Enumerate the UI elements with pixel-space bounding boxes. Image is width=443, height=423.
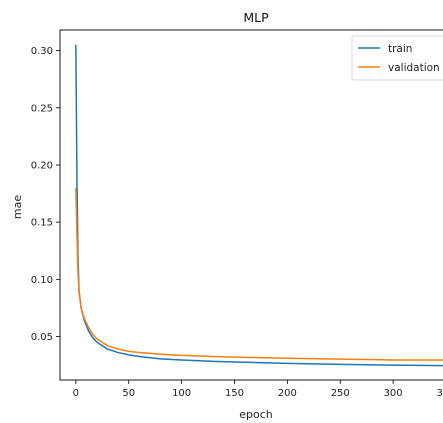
y-tick-label: 0.10 [31,275,53,286]
x-tick-label: 200 [278,388,297,399]
y-axis: 0.05 0.10 0.15 0.20 0.25 0.30 [31,46,60,343]
legend-label-validation: validation [388,62,440,74]
x-tick-label: 0 [73,388,79,399]
x-tick-label: 100 [172,388,191,399]
x-tick-label: 250 [331,388,350,399]
y-tick-label: 0.30 [31,46,53,57]
x-tick-label: 300 [384,388,403,399]
plot-area [59,29,443,381]
y-axis-label: mae [11,195,24,219]
y-tick-label: 0.25 [31,103,53,114]
y-tick-label: 0.20 [31,160,53,171]
x-axis-label: epoch [239,408,273,421]
legend: train validation [351,35,443,81]
series-line-train [75,44,443,367]
legend-box [351,35,443,81]
y-tick-label: 0.15 [31,218,53,229]
chart-title: MLP [243,10,269,25]
x-tick-label: 50 [122,388,135,399]
y-tick-label: 0.05 [31,332,53,343]
series-line-validation [75,187,443,361]
legend-label-train: train [388,43,412,55]
plot-frame [59,29,443,381]
x-tick-label: 350 [436,388,443,399]
x-tick-label: 150 [225,388,244,399]
x-axis: 0 50 100 150 200 250 300 350 [73,380,443,399]
